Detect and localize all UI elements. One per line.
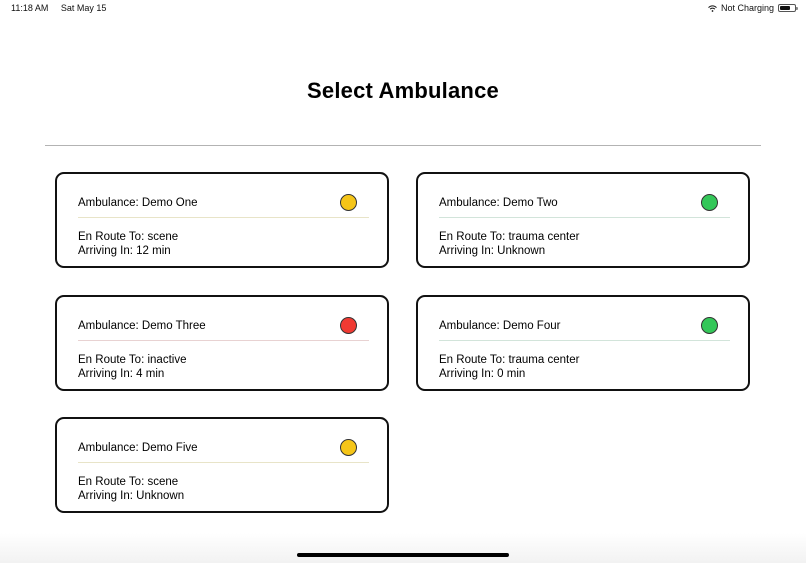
ambulance-name: Ambulance: Demo Five [78, 442, 198, 454]
status-time: 11:18 AM [11, 3, 49, 13]
arriving-in: Arriving In: 12 min [78, 245, 171, 257]
status-dot-icon [340, 194, 357, 211]
en-route-to: En Route To: inactive [78, 354, 187, 366]
ambulance-card-demo-one[interactable]: Ambulance: Demo One En Route To: scene A… [55, 172, 389, 268]
en-route-to: En Route To: scene [78, 476, 179, 488]
ambulance-card-demo-five[interactable]: Ambulance: Demo Five En Route To: scene … [55, 417, 389, 513]
page-title: Select Ambulance [307, 78, 499, 103]
home-area [0, 533, 806, 563]
card-separator [78, 340, 369, 341]
card-separator [78, 217, 369, 218]
card-separator [78, 462, 369, 463]
arriving-in: Arriving In: Unknown [439, 245, 546, 257]
ambulance-card-demo-two[interactable]: Ambulance: Demo Two En Route To: trauma … [416, 172, 750, 268]
card-separator [439, 340, 730, 341]
en-route-to: En Route To: trauma center [439, 231, 580, 243]
status-date: Sat May 15 [60, 3, 107, 13]
status-dot-icon [701, 317, 718, 334]
ambulance-name: Ambulance: Demo Two [439, 197, 558, 209]
status-bar: 11:18 AM Sat May 15 Not Charging [0, 0, 806, 16]
ambulance-card-demo-four[interactable]: Ambulance: Demo Four En Route To: trauma… [416, 295, 750, 391]
en-route-to: En Route To: scene [78, 231, 179, 243]
charging-status: Not Charging [720, 3, 774, 13]
ambulance-name: Ambulance: Demo Three [78, 320, 206, 332]
title-divider [45, 145, 761, 146]
arriving-in: Arriving In: Unknown [78, 490, 185, 502]
home-indicator[interactable] [297, 553, 509, 557]
arriving-in: Arriving In: 4 min [78, 368, 165, 380]
card-separator [439, 217, 730, 218]
arriving-in: Arriving In: 0 min [439, 368, 526, 380]
status-dot-icon [340, 439, 357, 456]
battery-icon [778, 4, 798, 12]
ambulance-name: Ambulance: Demo One [78, 197, 198, 209]
wifi-icon [708, 4, 717, 12]
status-bar-right: Not Charging [708, 3, 798, 13]
en-route-to: En Route To: trauma center [439, 354, 580, 366]
status-dot-icon [701, 194, 718, 211]
status-dot-icon [340, 317, 357, 334]
status-bar-left: 11:18 AM Sat May 15 [11, 3, 116, 13]
ambulance-card-demo-three[interactable]: Ambulance: Demo Three En Route To: inact… [55, 295, 389, 391]
ambulance-name: Ambulance: Demo Four [439, 320, 561, 332]
